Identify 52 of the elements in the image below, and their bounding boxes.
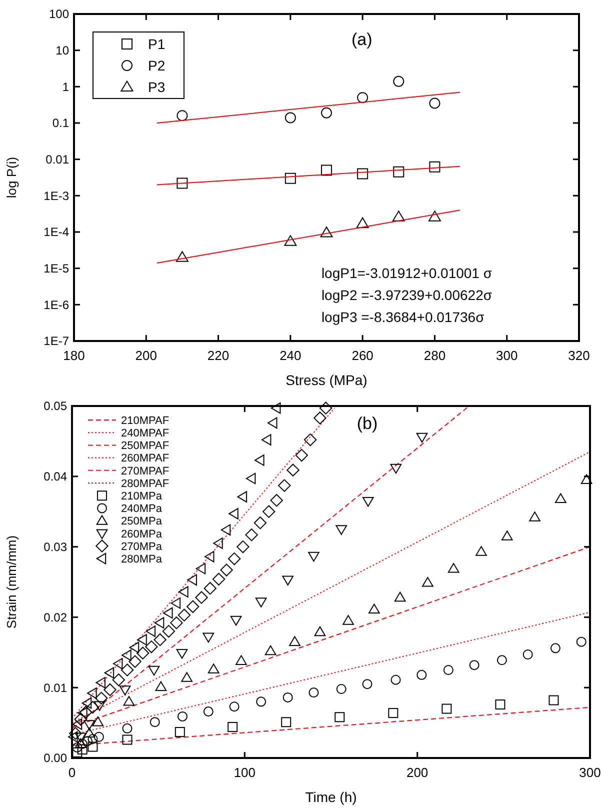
annotation: (a) — [351, 30, 372, 49]
annotation: logP2 =-3.97239+0.00622σ — [321, 287, 492, 303]
y-tick-label: 1E-4 — [44, 225, 70, 240]
y-tick-label: 1E-5 — [44, 262, 70, 276]
x-tick-label: 240 — [280, 348, 302, 363]
x-tick-label: 200 — [135, 348, 157, 363]
y-axis-title: Strain (mm/mm) — [4, 535, 19, 629]
y-tick-label: 0.1 — [52, 116, 70, 130]
x-tick-label: 300 — [579, 765, 601, 780]
y-tick-label: 0.05 — [44, 399, 68, 414]
x-tick-label: 220 — [207, 348, 230, 363]
annotation: (b) — [356, 414, 378, 433]
y-tick-label: 1 — [62, 80, 70, 94]
y-tick-label: 0.02 — [44, 610, 68, 624]
y-tick-label: 1E-6 — [44, 298, 70, 312]
annotation: logP1=-3.01912+0.01001 σ — [321, 265, 492, 281]
legend-label: 210MPAF — [121, 414, 170, 427]
legend-label: 270MPAF — [121, 465, 170, 478]
x-tick-label: 180 — [63, 348, 85, 363]
legend-label: P2 — [148, 57, 166, 74]
x-tick-label: 0 — [68, 765, 76, 780]
legend-label: 280MPa — [121, 553, 163, 566]
legend-label: 240MPAF — [121, 427, 170, 440]
y-tick-label: 0.04 — [44, 470, 68, 484]
legend-label: P3 — [148, 78, 166, 95]
x-tick-label: 280 — [424, 348, 446, 363]
x-axis-title: Time (h) — [305, 789, 357, 805]
x-tick-label: 260 — [352, 348, 374, 363]
annotation: logP3 =-8.3684+0.01736σ — [321, 309, 485, 325]
x-tick-label: 300 — [496, 348, 518, 363]
y-axis-title: log P(i) — [4, 156, 19, 198]
x-tick-label: 100 — [234, 765, 256, 780]
legend-label: 280MPAF — [121, 478, 170, 490]
y-tick-label: 0.00 — [44, 751, 68, 766]
legend-label: P1 — [148, 36, 166, 52]
legend-label: 260MPa — [121, 528, 163, 540]
x-tick-label: 200 — [406, 765, 428, 780]
y-tick-label: 100 — [48, 7, 70, 22]
legend-label: 210MPa — [121, 490, 163, 502]
legend-label: 250MPAF — [121, 440, 170, 452]
y-tick-label: 1E-3 — [44, 188, 70, 203]
y-tick-label: 1E-7 — [44, 334, 70, 348]
legend-label: 270MPa — [121, 540, 163, 553]
y-tick-label: 0.03 — [44, 540, 68, 554]
legend-label: 260MPAF — [121, 452, 170, 465]
y-tick-label: 10 — [56, 44, 70, 58]
x-axis-title: Stress (MPa) — [286, 372, 368, 388]
x-tick-label: 320 — [568, 348, 590, 363]
y-tick-label: 0.01 — [46, 152, 70, 167]
y-tick-label: 0.01 — [44, 680, 68, 695]
legend-label: 250MPa — [121, 516, 163, 528]
legend-label: 240MPa — [121, 503, 163, 516]
